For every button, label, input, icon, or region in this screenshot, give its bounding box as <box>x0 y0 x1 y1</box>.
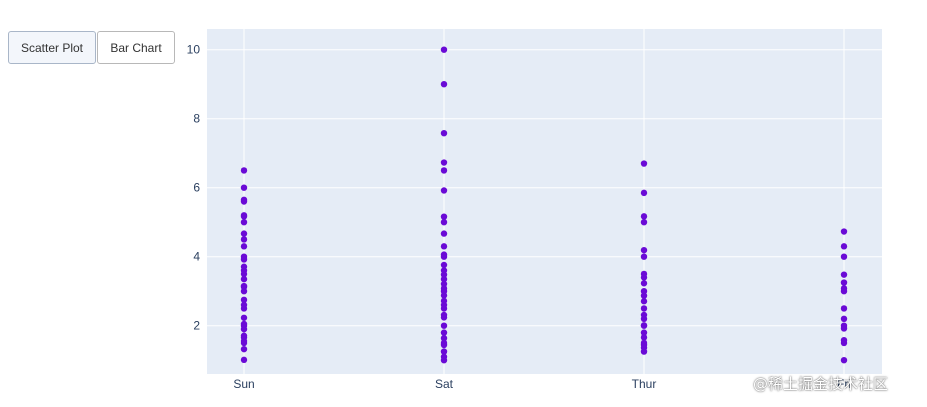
data-point <box>440 353 448 360</box>
data-point <box>240 196 248 203</box>
data-point <box>640 339 648 347</box>
data-point <box>440 187 448 194</box>
y-tick-label: 6 <box>193 181 200 195</box>
data-point <box>440 129 448 137</box>
data-point <box>440 159 448 166</box>
scatter-plot-button[interactable]: Scatter Plot <box>8 31 96 64</box>
y-tick-label: 4 <box>193 250 200 264</box>
x-tick-label: Sat <box>435 377 454 391</box>
data-point <box>240 184 248 191</box>
data-point <box>640 253 648 260</box>
data-point <box>640 160 648 167</box>
data-point <box>240 212 248 219</box>
data-point <box>640 305 648 312</box>
data-point <box>640 189 648 197</box>
bar-chart-button[interactable]: Bar Chart <box>97 31 175 64</box>
plot-area <box>207 29 882 374</box>
data-points <box>240 46 848 364</box>
data-point <box>440 285 448 292</box>
data-point <box>240 314 248 321</box>
data-point <box>240 296 248 304</box>
data-point <box>840 228 848 235</box>
data-point <box>440 311 448 319</box>
data-point <box>240 230 248 237</box>
data-point <box>240 253 248 260</box>
data-point <box>240 301 248 309</box>
data-point <box>440 167 448 174</box>
data-point <box>640 292 648 299</box>
data-point <box>840 285 848 292</box>
data-point <box>640 311 648 319</box>
data-point <box>440 219 448 226</box>
data-point <box>440 329 448 336</box>
data-point <box>440 230 448 237</box>
x-tick-label: Fri <box>837 377 851 391</box>
data-point <box>640 322 648 329</box>
data-point <box>240 219 248 226</box>
data-point <box>440 46 448 53</box>
data-point <box>440 81 448 88</box>
data-point <box>240 243 248 250</box>
data-point <box>640 329 648 336</box>
data-point <box>440 251 448 258</box>
data-point <box>840 322 848 329</box>
data-point <box>440 275 448 283</box>
data-point <box>240 345 248 353</box>
data-point <box>640 246 648 254</box>
data-point <box>240 332 248 339</box>
data-point <box>240 275 248 283</box>
data-point <box>440 213 448 220</box>
data-point <box>240 320 248 328</box>
data-point <box>840 243 848 250</box>
watermark: @稀土掘金技术社区 <box>753 375 889 393</box>
data-point <box>840 357 848 364</box>
x-tick-label: Thur <box>632 377 657 391</box>
y-tick-label: 10 <box>187 43 201 57</box>
data-point <box>640 270 648 278</box>
data-point <box>240 356 248 364</box>
data-point <box>640 219 648 226</box>
data-point <box>440 348 448 355</box>
data-point <box>840 315 848 322</box>
data-point <box>440 261 448 269</box>
data-point <box>240 167 248 174</box>
data-point <box>640 213 648 220</box>
data-point <box>840 253 848 260</box>
data-point <box>640 280 648 287</box>
data-point <box>440 280 448 288</box>
data-point <box>640 334 648 341</box>
data-point <box>640 298 648 305</box>
data-point <box>640 288 648 295</box>
data-point <box>240 282 248 290</box>
x-tick-label: Sun <box>233 377 254 391</box>
data-point <box>840 336 848 344</box>
y-axis-tick-labels: 2 4 6 8 10 <box>187 43 201 333</box>
data-point <box>240 236 248 243</box>
data-point <box>440 322 448 329</box>
y-tick-label: 2 <box>193 319 200 333</box>
data-point <box>840 271 848 278</box>
y-tick-label: 8 <box>193 112 200 126</box>
data-point <box>440 339 448 347</box>
data-point <box>440 297 448 305</box>
data-point <box>440 334 448 342</box>
x-axis-tick-labels: Sun Sat Thur Fri <box>233 377 851 391</box>
data-point <box>240 263 248 270</box>
data-point <box>840 305 848 312</box>
data-point <box>840 279 848 286</box>
data-point <box>440 267 448 274</box>
data-point <box>440 243 448 250</box>
